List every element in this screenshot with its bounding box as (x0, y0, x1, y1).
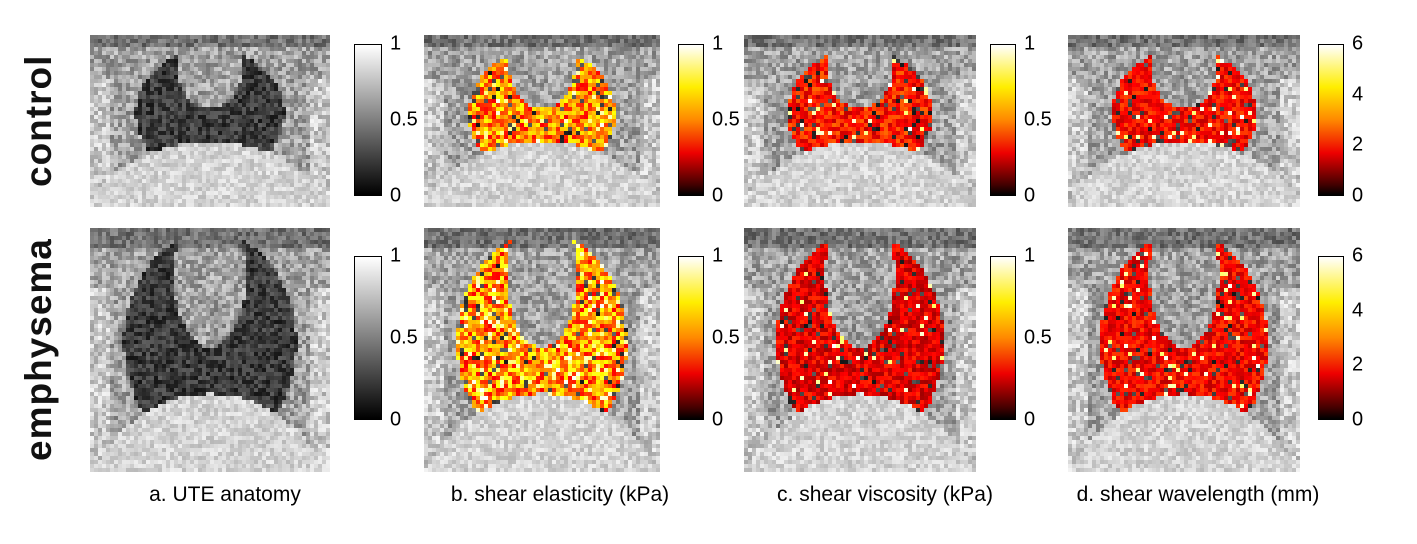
caption-viscosity: c. shear viscosity (kPa) (777, 483, 993, 506)
mri-panel-emphysema-elasticity (424, 228, 660, 472)
colorbar-gradient-hot (1318, 44, 1344, 196)
colorbar-wavelength-control: 6 4 2 0 (1318, 33, 1363, 207)
tick-label: 0 (390, 184, 402, 207)
mri-panel-emphysema-anatomy (90, 228, 330, 472)
tick-label: 4 (1352, 299, 1364, 322)
tick-label: 1 (712, 244, 724, 267)
caption-anatomy: a. UTE anatomy (149, 483, 301, 506)
colorbar-wavelength-emphysema: 6 4 2 0 (1318, 245, 1363, 431)
tick-label: 0 (1352, 184, 1364, 207)
colorbar-viscosity-control: 1 0.5 0 (990, 33, 1052, 207)
mri-panel-control-anatomy (90, 35, 330, 207)
mri-panel-control-wavelength (1068, 35, 1300, 207)
colorbar-gradient-hot (1318, 256, 1344, 420)
tick-label: 6 (1352, 244, 1364, 267)
mri-panel-control-elasticity (424, 35, 660, 207)
tick-label: 0.5 (712, 326, 740, 349)
colorbar-elasticity-emphysema: 1 0.5 0 (678, 245, 740, 431)
tick-label: 1 (390, 244, 402, 267)
tick-label: 1 (1024, 244, 1036, 267)
tick-label: 2 (1352, 353, 1364, 376)
colorbar-elasticity-control: 1 0.5 0 (678, 33, 740, 207)
tick-label: 2 (1352, 133, 1364, 156)
tick-label: 4 (1352, 83, 1364, 106)
colorbar-gradient-hot (990, 44, 1016, 196)
tick-label: 0 (1352, 408, 1364, 431)
mri-panel-emphysema-wavelength (1068, 228, 1300, 472)
colorbar-gradient-gray (354, 44, 382, 196)
colorbar-gradient-hot (678, 256, 704, 420)
tick-label: 0 (712, 408, 724, 431)
colorbar-gradient-gray (354, 256, 382, 420)
row-label-emphysema: emphysema (18, 238, 59, 462)
mri-panel-control-viscosity (744, 35, 976, 207)
mri-panel-emphysema-viscosity (744, 228, 976, 472)
colorbar-anatomy-control: 1 0.5 0 (354, 33, 418, 207)
tick-label: 0 (712, 184, 724, 207)
tick-label: 0.5 (712, 108, 740, 131)
tick-label: 0 (1024, 408, 1036, 431)
row-label-control: control (18, 54, 59, 188)
colorbar-viscosity-emphysema: 1 0.5 0 (990, 245, 1052, 431)
colorbar-gradient-hot (678, 44, 704, 196)
tick-label: 0 (390, 408, 402, 431)
colorbar-anatomy-emphysema: 1 0.5 0 (354, 245, 418, 431)
tick-label: 1 (1024, 32, 1036, 55)
tick-label: 0.5 (1024, 108, 1052, 131)
tick-label: 0 (1024, 184, 1036, 207)
caption-elasticity: b. shear elasticity (kPa) (450, 483, 670, 506)
caption-wavelength: d. shear wavelength (mm) (1076, 483, 1320, 506)
tick-label: 6 (1352, 32, 1364, 55)
tick-label: 1 (712, 32, 724, 55)
tick-label: 1 (390, 32, 402, 55)
tick-label: 0.5 (1024, 326, 1052, 349)
tick-label: 0.5 (390, 326, 418, 349)
colorbar-gradient-hot (990, 256, 1016, 420)
tick-label: 0.5 (390, 108, 418, 131)
